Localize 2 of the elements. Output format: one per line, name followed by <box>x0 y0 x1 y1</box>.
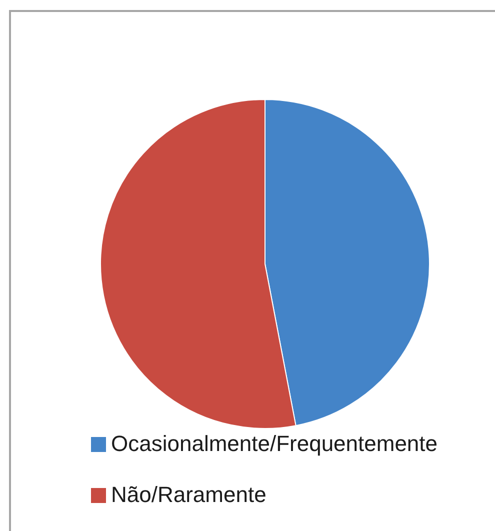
legend-label: Ocasionalmente/Frequentemente <box>111 431 438 457</box>
legend-label: Não/Raramente <box>111 482 266 508</box>
